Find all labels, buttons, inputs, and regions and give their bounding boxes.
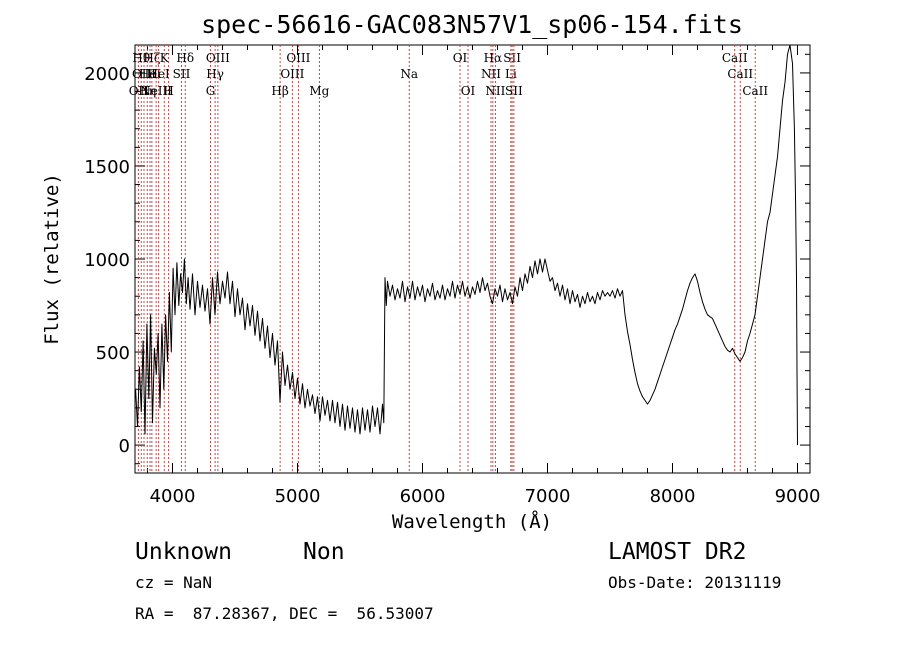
spectral-line-label: Hβ (271, 84, 288, 98)
spectral-line-label: NII (485, 84, 505, 98)
spectral-line-label: OIII (286, 51, 310, 65)
spectral-line-label: OIII (280, 67, 304, 81)
spectral-line-label: SII (503, 51, 521, 65)
spectral-line-label: NII (481, 67, 501, 81)
spectral-line-label: CaII (727, 67, 753, 81)
coordinates-readout: RA = 87.28367, DEC = 56.53007 (135, 604, 434, 623)
spectral-line-label: K (160, 51, 170, 65)
redshift-readout: cz = NaN (135, 573, 212, 592)
spectral-line-label: Hγ (206, 67, 224, 81)
spectral-line-label: Hθ (132, 51, 150, 65)
spectral-line-label: G (206, 84, 216, 98)
spectral-line-markers: OIIHθOIIIHηHeIHζNeIIIHeIKHSIIHδGHγOIIIHβ… (129, 45, 768, 473)
object-subclass: Non (303, 539, 345, 565)
survey-name: LAMOST DR2 (608, 539, 746, 565)
x-tick-label: 9000 (775, 486, 821, 507)
x-tick-label: 5000 (275, 486, 321, 507)
y-tick-label: 0 (119, 436, 130, 457)
spectral-line-label: Mg (309, 84, 329, 98)
object-class: Unknown (135, 539, 232, 565)
y-tick-label: 1000 (84, 250, 130, 271)
spectral-line-label: OI (453, 51, 468, 65)
plot-frame (134, 44, 811, 474)
x-tick-label: 4000 (150, 486, 196, 507)
spectral-line-label: CaII (722, 51, 748, 65)
axis-ticks: 4000 5000 6000 7000 8000 9000 0 500 1000 1500 2000 (84, 45, 820, 507)
observation-date: Obs-Date: 20131119 (608, 573, 781, 592)
spectral-line-label: Hα (484, 51, 503, 65)
spectral-line-label: HeI (147, 67, 170, 81)
spectral-line-label: SII (505, 84, 523, 98)
y-tick-label: 500 (96, 343, 130, 364)
spectral-line-label: SII (173, 67, 191, 81)
y-tick-label: 1500 (84, 157, 130, 178)
spectral-line-label: H (163, 84, 173, 98)
spectral-line-label: OI (461, 84, 476, 98)
spectral-line-label: Hδ (176, 51, 194, 65)
spectrum-series (135, 44, 798, 446)
spectral-line-label: OII (129, 84, 149, 98)
x-tick-label: 8000 (650, 486, 696, 507)
y-axis-label: Flux (relative) (41, 173, 63, 345)
y-tick-label: 2000 (84, 64, 130, 85)
x-tick-label: 6000 (400, 486, 446, 507)
spectrum-line (135, 44, 798, 446)
spectral-line-label: CaII (742, 84, 768, 98)
spectral-line-label: Li (505, 67, 517, 81)
x-axis-label: Wavelength (Å) (392, 510, 552, 533)
spectral-line-label: OIII (206, 51, 230, 65)
chart-title: spec-56616-GAC083N57V1_sp06-154.fits (201, 10, 743, 39)
x-tick-label: 7000 (525, 486, 571, 507)
spectral-line-label: Na (400, 67, 418, 81)
